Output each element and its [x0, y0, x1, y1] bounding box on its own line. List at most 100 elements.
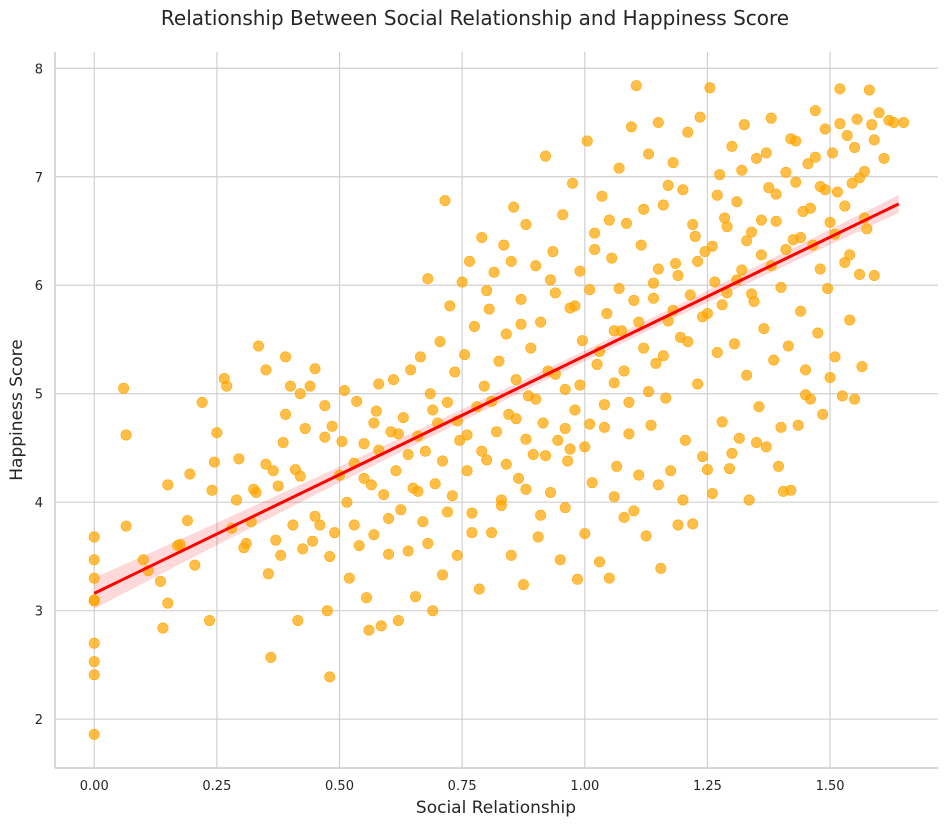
data-point — [706, 488, 718, 500]
data-point — [361, 592, 373, 604]
data-point — [731, 196, 743, 208]
data-point — [88, 595, 100, 607]
regression-line-layer — [93, 202, 900, 595]
data-point — [834, 118, 846, 130]
data-point — [584, 418, 596, 430]
data-point — [517, 579, 529, 591]
data-point — [392, 614, 404, 626]
data-point — [196, 396, 208, 408]
data-point — [640, 530, 652, 542]
data-point — [613, 162, 625, 174]
data-point — [758, 323, 770, 335]
data-point — [598, 421, 610, 433]
data-point — [343, 572, 355, 584]
data-point — [824, 216, 836, 228]
data-point — [358, 438, 370, 450]
data-point — [552, 434, 564, 446]
data-point — [643, 386, 655, 398]
axis-spines — [54, 52, 938, 769]
data-point — [660, 392, 672, 404]
data-point — [368, 417, 380, 429]
data-point — [88, 572, 100, 584]
data-point — [562, 455, 574, 467]
data-point — [419, 445, 431, 457]
data-point — [277, 437, 289, 449]
data-point — [760, 441, 772, 453]
data-point — [736, 164, 748, 176]
data-point — [574, 265, 586, 277]
data-point — [763, 182, 775, 194]
data-point — [422, 273, 434, 285]
data-point — [240, 537, 252, 549]
data-point — [280, 408, 292, 420]
y-tick-label: 7 — [35, 171, 43, 186]
data-point — [336, 435, 348, 447]
data-point — [623, 396, 635, 408]
data-point — [537, 417, 549, 429]
data-point — [532, 531, 544, 543]
data-point — [795, 305, 807, 317]
data-point — [750, 152, 762, 164]
data-point — [231, 494, 243, 506]
chart-title: Relationship Between Social Relationship… — [161, 6, 789, 30]
data-point — [765, 112, 777, 124]
data-point — [753, 401, 765, 413]
data-point — [564, 443, 576, 455]
data-point — [711, 347, 723, 359]
data-point — [437, 455, 449, 467]
y-tick-label: 5 — [35, 388, 43, 403]
data-point — [586, 477, 598, 489]
data-point — [714, 169, 726, 181]
data-point — [427, 605, 439, 617]
data-point — [625, 121, 637, 133]
data-point — [844, 249, 856, 261]
data-point — [437, 569, 449, 581]
data-point — [272, 480, 284, 492]
data-point — [677, 494, 689, 506]
data-point — [319, 431, 331, 443]
data-point — [405, 364, 417, 376]
data-point — [559, 422, 571, 434]
data-point — [120, 429, 132, 441]
data-point — [464, 255, 476, 267]
y-tick-label: 6 — [35, 279, 43, 294]
data-point — [490, 426, 502, 438]
data-point — [424, 388, 436, 400]
data-point — [559, 502, 571, 514]
data-point — [638, 203, 650, 215]
data-point — [324, 671, 336, 683]
data-point — [314, 519, 326, 531]
data-point — [724, 463, 736, 475]
data-point — [262, 568, 274, 580]
data-point — [410, 591, 422, 603]
data-point — [412, 485, 424, 497]
data-point — [633, 316, 645, 328]
data-point — [608, 325, 620, 337]
data-point — [775, 281, 787, 293]
data-point — [275, 549, 287, 561]
data-point — [184, 468, 196, 480]
data-point — [417, 516, 429, 528]
data-point — [665, 465, 677, 477]
data-point — [466, 527, 478, 539]
data-point — [706, 240, 718, 252]
data-point — [540, 450, 552, 462]
data-point — [618, 511, 630, 523]
data-point — [630, 80, 642, 92]
data-point — [483, 303, 495, 315]
data-point — [652, 479, 664, 491]
data-point — [395, 504, 407, 516]
data-point — [809, 105, 821, 117]
data-point — [250, 486, 262, 498]
data-point — [476, 232, 488, 244]
data-point — [579, 528, 591, 540]
data-point — [208, 456, 220, 468]
data-point — [358, 472, 370, 484]
data-point — [856, 361, 868, 373]
data-point — [733, 432, 745, 444]
data-point — [704, 82, 716, 94]
data-point — [768, 354, 780, 366]
y-tick-label: 8 — [35, 62, 43, 77]
data-point — [620, 217, 632, 229]
